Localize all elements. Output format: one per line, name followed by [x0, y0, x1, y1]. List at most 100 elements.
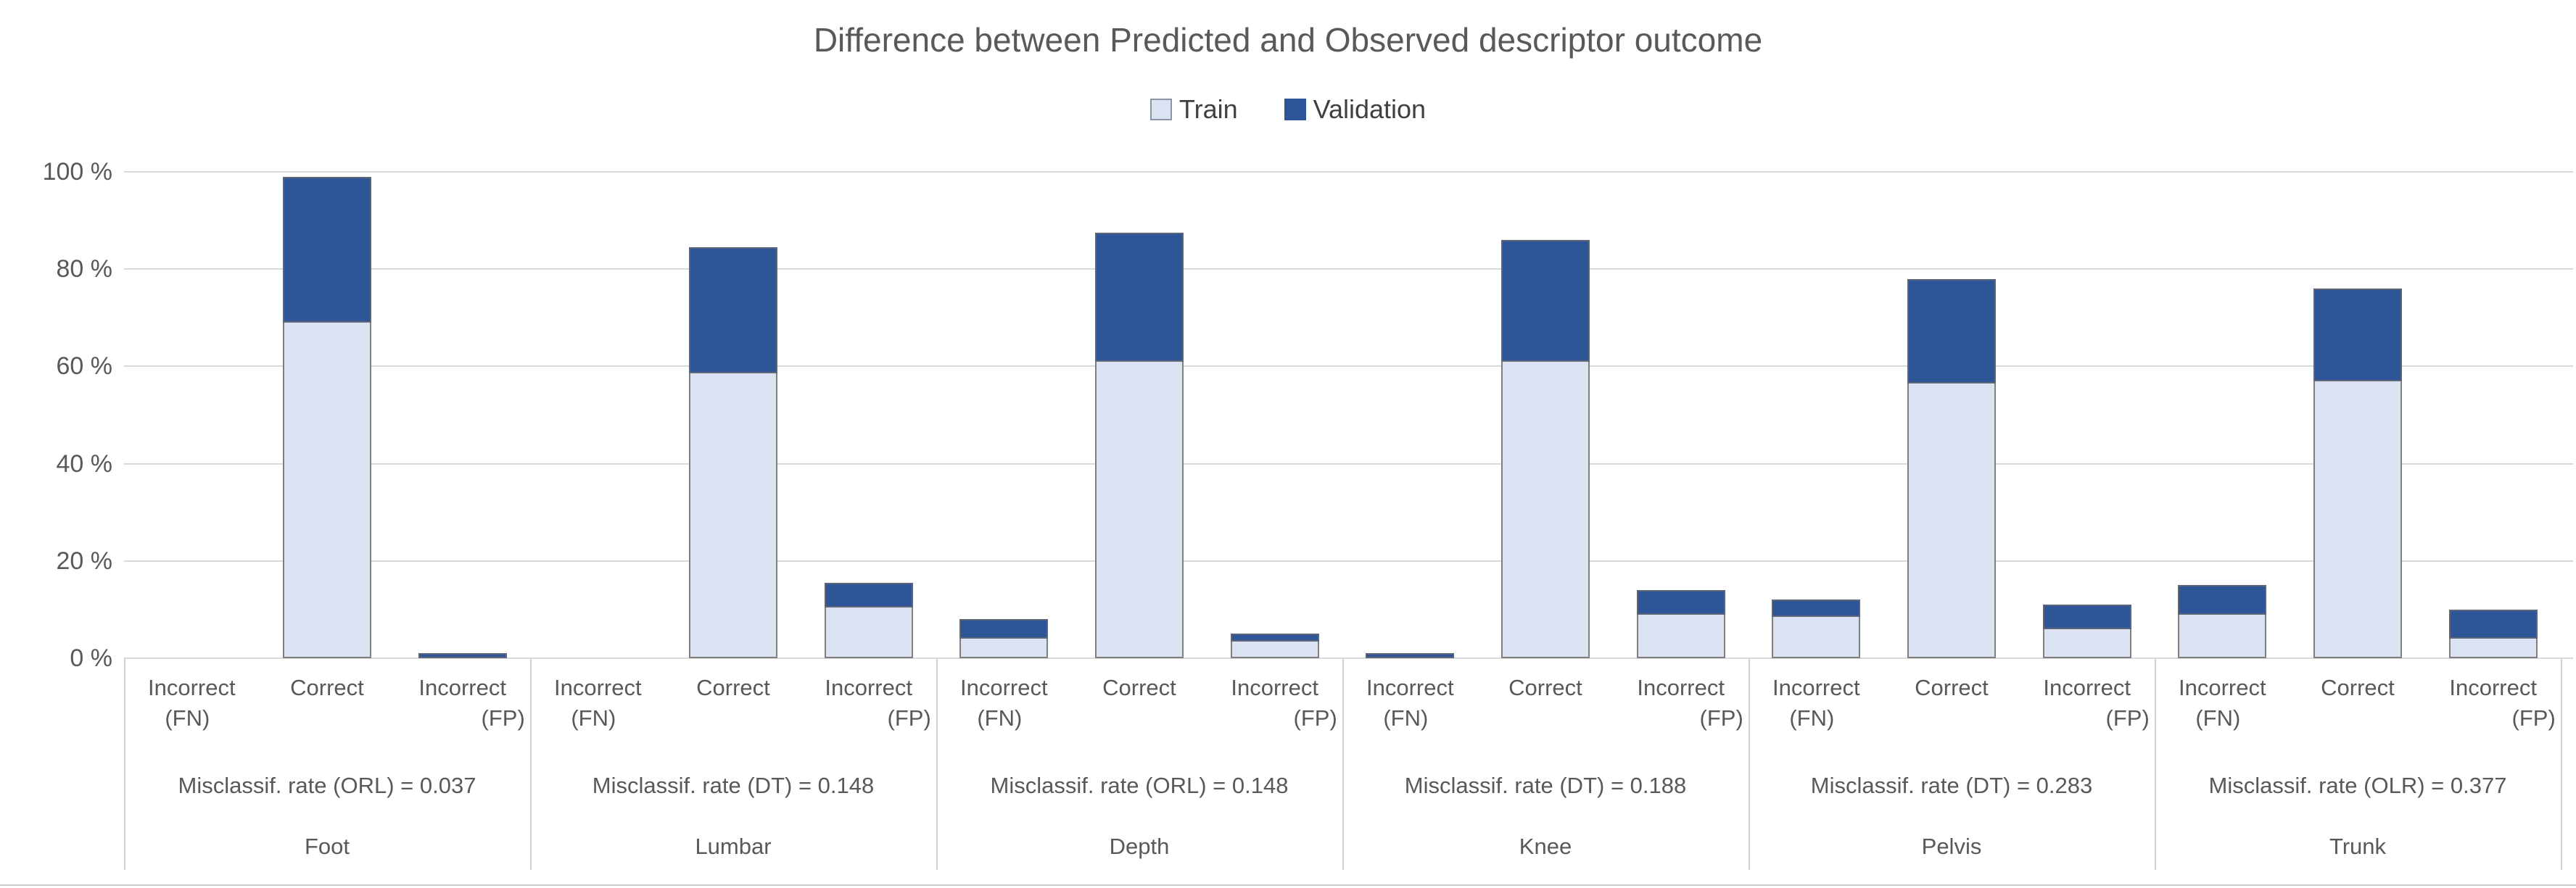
bar-segment-validation — [1366, 653, 1455, 658]
bar-depth-2 — [1230, 634, 1319, 658]
bar-segment-train — [1636, 614, 1725, 658]
group-separator — [1342, 658, 1344, 870]
gridline — [124, 657, 2573, 659]
bar-segment-train — [1230, 641, 1319, 658]
bar-trunk-1 — [2313, 289, 2402, 658]
bar-segment-validation — [824, 582, 913, 607]
category-label: Correct — [1102, 675, 1176, 700]
group-separator — [530, 658, 532, 870]
bar-pelvis-1 — [1907, 278, 1996, 658]
bar-segment-train — [959, 639, 1049, 658]
bar-segment-train — [2042, 628, 2131, 658]
bar-segment-train — [1501, 361, 1590, 658]
misclassification-rate-label: Misclassif. rate (ORL) = 0.148 — [990, 773, 1289, 798]
bar-depth-1 — [1095, 232, 1184, 658]
group-name-label: Pelvis — [1921, 834, 1982, 859]
bar-pelvis-0 — [1772, 599, 1861, 658]
misclassification-rate-label: Misclassif. rate (ORL) = 0.037 — [178, 773, 476, 798]
group-separator — [124, 658, 125, 870]
group-separator — [2561, 658, 2562, 870]
bar-segment-validation — [1772, 599, 1861, 617]
group-name-label: Lumbar — [695, 834, 772, 859]
category-label: Incorrect (FN) — [2179, 675, 2266, 731]
category-label: Incorrect (FP) — [1637, 675, 1743, 731]
bar-segment-train — [283, 323, 371, 658]
legend-swatch-train — [1149, 99, 1172, 120]
misclassification-rate-label: Misclassif. rate (DT) = 0.188 — [1404, 773, 1687, 798]
gridline — [124, 171, 2573, 173]
category-label: Incorrect (FP) — [825, 675, 931, 731]
gridline — [124, 365, 2573, 368]
bar-lumbar-1 — [689, 247, 777, 658]
bar-knee-1 — [1501, 239, 1590, 658]
bar-segment-train — [2313, 381, 2402, 658]
group-name-label: Trunk — [2329, 834, 2387, 859]
legend-item-train: Train — [1149, 94, 1238, 125]
y-axis-tick-label: 100 % — [42, 158, 112, 186]
category-label: Incorrect (FN) — [1366, 675, 1454, 731]
bar-segment-train — [2448, 639, 2538, 658]
bar-segment-validation — [1636, 590, 1725, 615]
group-separator — [1749, 658, 1750, 870]
category-label: Incorrect (FP) — [418, 675, 525, 731]
category-label: Correct — [1915, 675, 1989, 700]
y-axis-tick-label: 20 % — [56, 547, 113, 575]
group-name-label: Depth — [1109, 834, 1170, 859]
category-label: Correct — [1508, 675, 1582, 700]
category-label: Incorrect (FN) — [148, 675, 236, 731]
bar-segment-validation — [1095, 232, 1184, 362]
bar-segment-validation — [2313, 289, 2402, 381]
bar-segment-train — [1772, 616, 1861, 658]
bar-foot-2 — [418, 653, 507, 658]
category-label: Incorrect (FP) — [2449, 675, 2556, 731]
bar-segment-train — [1095, 361, 1184, 658]
bar-segment-validation — [418, 653, 507, 658]
category-label: Correct — [290, 675, 364, 700]
bar-segment-validation — [2448, 609, 2538, 639]
category-label: Correct — [2321, 675, 2395, 700]
group-separator — [2155, 658, 2156, 870]
bar-knee-0 — [1366, 653, 1455, 658]
bar-segment-validation — [1230, 634, 1319, 642]
chart-title: Difference between Predicted and Observe… — [813, 21, 1763, 59]
group-name-label: Knee — [1519, 834, 1572, 859]
bar-lumbar-2 — [824, 582, 913, 658]
bar-segment-validation — [2178, 585, 2267, 615]
bar-foot-1 — [283, 176, 371, 658]
bar-segment-validation — [1501, 239, 1590, 362]
gridline — [124, 560, 2573, 562]
y-axis-tick-label: 40 % — [56, 449, 113, 478]
bar-trunk-2 — [2448, 609, 2538, 658]
bar-segment-validation — [689, 247, 777, 374]
category-label: Incorrect (FP) — [1231, 675, 1337, 731]
misclassification-rate-label: Misclassif. rate (OLR) = 0.377 — [2208, 773, 2507, 798]
category-label: Incorrect (FN) — [554, 675, 642, 731]
bar-segment-validation — [2042, 605, 2131, 629]
bar-depth-0 — [959, 619, 1049, 658]
bar-trunk-0 — [2178, 585, 2267, 658]
bar-segment-validation — [283, 176, 371, 323]
category-label: Correct — [696, 675, 770, 700]
group-name-label: Foot — [304, 834, 350, 859]
bar-segment-validation — [1907, 278, 1996, 383]
bar-knee-2 — [1636, 590, 1725, 658]
category-label: Incorrect (FP) — [2043, 675, 2150, 731]
category-label: Incorrect (FN) — [1772, 675, 1860, 731]
legend-swatch-validation — [1284, 99, 1306, 120]
y-axis-tick-label: 80 % — [56, 255, 113, 283]
bar-segment-train — [824, 607, 913, 658]
y-axis-tick-label: 60 % — [56, 352, 113, 381]
category-label: Incorrect (FN) — [960, 675, 1048, 731]
misclassification-rate-label: Misclassif. rate (DT) = 0.283 — [1810, 773, 2093, 798]
misclassification-rate-label: Misclassif. rate (DT) = 0.148 — [592, 773, 875, 798]
gridline — [124, 268, 2573, 270]
legend-label-train: Train — [1178, 94, 1238, 124]
bar-segment-validation — [959, 619, 1049, 639]
y-axis-tick-label: 0 % — [70, 644, 112, 672]
legend-label-validation: Validation — [1313, 94, 1427, 124]
group-separator — [936, 658, 938, 870]
chart-bottom-border — [0, 884, 2576, 886]
legend-item-validation: Validation — [1284, 94, 1426, 125]
legend: Train Validation — [0, 94, 2576, 125]
